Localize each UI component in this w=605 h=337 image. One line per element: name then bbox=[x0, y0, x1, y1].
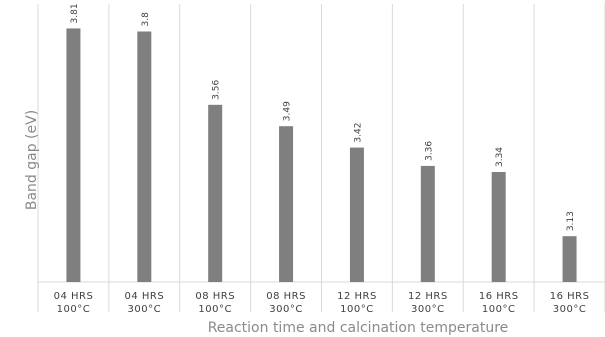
bar bbox=[349, 147, 364, 282]
x-tick-label: 08 HRS bbox=[266, 291, 306, 302]
x-tick-label: 300°C bbox=[411, 304, 445, 315]
x-tick-label: 100°C bbox=[198, 304, 232, 315]
x-tick-label: 300°C bbox=[128, 304, 162, 315]
data-label: 3.56 bbox=[212, 80, 222, 100]
x-axis-title: Reaction time and calcination temperatur… bbox=[208, 320, 509, 336]
x-tick-label: 12 HRS bbox=[408, 291, 448, 302]
x-tick-label: 08 HRS bbox=[195, 291, 235, 302]
bar bbox=[208, 104, 223, 282]
data-label: 3.8 bbox=[141, 12, 151, 27]
data-label: 3.36 bbox=[424, 141, 434, 161]
data-label: 3.42 bbox=[353, 123, 363, 143]
data-label: 3.81 bbox=[70, 3, 80, 23]
y-axis-title: Band gap (eV) bbox=[24, 110, 40, 210]
bar bbox=[491, 172, 506, 282]
x-tick-label: 16 HRS bbox=[479, 291, 519, 302]
x-tick-label: 16 HRS bbox=[550, 291, 590, 302]
x-tick-label: 04 HRS bbox=[124, 291, 164, 302]
bar bbox=[66, 28, 81, 282]
x-tick-label: 12 HRS bbox=[337, 291, 377, 302]
x-tick-label: 100°C bbox=[57, 304, 91, 315]
x-tick-label: 300°C bbox=[553, 304, 587, 315]
data-label: 3.13 bbox=[566, 211, 576, 231]
category-grid bbox=[37, 4, 605, 312]
x-tick-label: 300°C bbox=[269, 304, 303, 315]
data-label: 3.34 bbox=[495, 147, 505, 167]
x-tick-label: 100°C bbox=[340, 304, 374, 315]
bar bbox=[137, 31, 152, 282]
data-labels: 3.81 3.8 3.56 3.49 3.42 3.36 3.34 3.13 bbox=[70, 3, 576, 231]
bars bbox=[66, 28, 577, 282]
bar bbox=[562, 236, 577, 282]
x-tick-label: 100°C bbox=[482, 304, 516, 315]
bar bbox=[279, 126, 294, 282]
bar bbox=[420, 165, 435, 282]
x-tick-label: 04 HRS bbox=[54, 291, 94, 302]
x-tick-labels: 04 HRS 100°C 04 HRS 300°C 08 HRS 100°C 08 HRS 3… bbox=[54, 291, 590, 315]
data-label: 3.49 bbox=[283, 101, 293, 121]
